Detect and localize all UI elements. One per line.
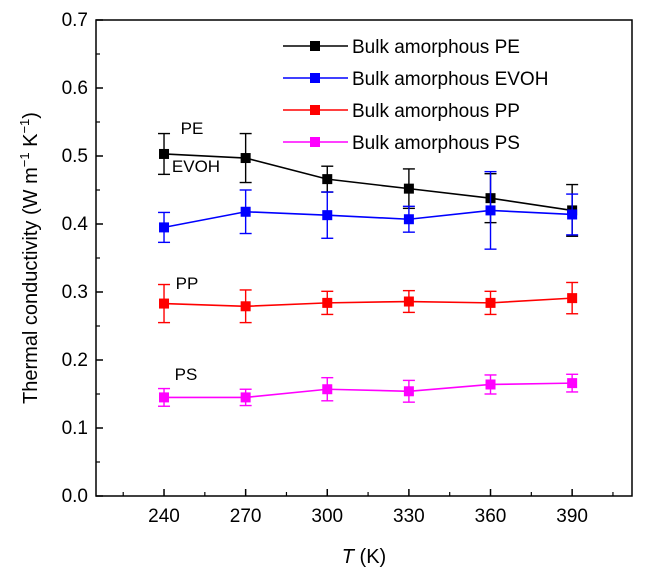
data-point xyxy=(403,214,414,225)
data-point xyxy=(240,153,251,164)
series-1 xyxy=(158,170,579,250)
y-tick-label: 0.0 xyxy=(62,486,88,507)
x-tick-label: 390 xyxy=(556,506,588,527)
data-point xyxy=(322,297,333,308)
y-tick-label: 0.5 xyxy=(62,146,88,167)
data-point xyxy=(485,297,496,308)
legend-label: Bulk amorphous PP xyxy=(352,101,520,122)
legend-marker xyxy=(310,105,320,115)
y-tick-label: 0.3 xyxy=(62,282,88,303)
data-point xyxy=(322,174,333,185)
data-point xyxy=(403,296,414,307)
legend-label: Bulk amorphous PS xyxy=(352,133,520,154)
legend-marker xyxy=(310,137,320,147)
data-point xyxy=(567,293,578,304)
series-line xyxy=(163,153,573,212)
series-annotation: PE xyxy=(181,119,204,138)
data-point xyxy=(567,209,578,220)
y-tick-label: 0.6 xyxy=(62,78,88,99)
legend-marker xyxy=(310,41,320,51)
data-point xyxy=(322,384,333,395)
legend-marker xyxy=(310,73,320,83)
legend-label: Bulk amorphous EVOH xyxy=(352,69,548,90)
data-point xyxy=(322,210,333,221)
y-tick-label: 0.2 xyxy=(62,350,88,371)
x-tick-label: 300 xyxy=(311,506,343,527)
series-line xyxy=(163,297,573,308)
y-axis-ticks: 0.0 0.1 0.2 0.3 0.4 0.5 0.6 0.7 xyxy=(62,10,103,507)
series-annotation: EVOH xyxy=(172,157,220,176)
x-axis-ticks: 240 270 300 330 360 390 xyxy=(122,489,614,527)
data-point xyxy=(240,206,251,217)
series-annotation: PS xyxy=(175,365,198,384)
series-annotations: PE EVOH PP PS xyxy=(172,119,220,384)
x-tick-label: 360 xyxy=(475,506,507,527)
y-tick-label: 0.4 xyxy=(62,214,89,235)
data-point xyxy=(159,148,170,159)
data-point xyxy=(567,378,578,389)
x-tick-label: 270 xyxy=(230,506,262,527)
data-point xyxy=(403,183,414,194)
data-point xyxy=(240,301,251,312)
y-axis-label: Thermal conductivity (W m−1 K−1) xyxy=(17,112,42,404)
series-line xyxy=(163,209,573,229)
x-axis-label: T (K) xyxy=(342,546,386,568)
data-point xyxy=(240,392,251,403)
data-point xyxy=(485,205,496,216)
series-3 xyxy=(158,373,579,407)
x-tick-label: 240 xyxy=(148,506,180,527)
x-tick-label: 330 xyxy=(393,506,425,527)
legend: Bulk amorphous PE Bulk amorphous EVOH Bulk… xyxy=(283,37,548,154)
series-line xyxy=(164,382,573,399)
plot-frame xyxy=(95,19,633,497)
y-tick-label: 0.7 xyxy=(62,10,88,31)
series-layer xyxy=(158,132,579,407)
data-point xyxy=(159,222,170,233)
legend-label: Bulk amorphous PE xyxy=(352,37,520,58)
y-tick-label: 0.1 xyxy=(62,418,88,439)
data-point xyxy=(159,298,170,309)
series-2 xyxy=(158,281,579,324)
series-annotation: PP xyxy=(176,274,199,293)
data-point xyxy=(485,379,496,390)
data-point xyxy=(403,386,414,397)
data-point xyxy=(159,392,170,403)
